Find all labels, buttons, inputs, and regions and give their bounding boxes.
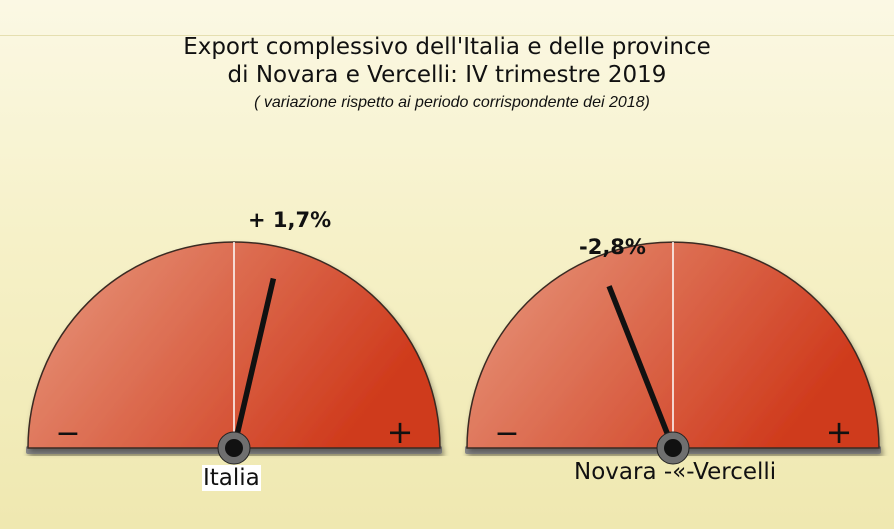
gauge-novara-vercelli: − +: [465, 241, 881, 465]
gauge-italia-hub-inner: [225, 439, 243, 457]
gauge-novara-vercelli-value-label: -2,8%: [579, 235, 646, 259]
gauge-italia: − +: [26, 241, 442, 465]
gauge-italia-plus-symbol: +: [387, 413, 414, 451]
gauge-italia-name: Italia: [202, 465, 261, 491]
gauge-italia-minus-symbol: −: [55, 416, 80, 451]
gauge-novara-vercelli-minus-symbol: −: [494, 416, 519, 451]
chart-title-line1: Export complessivo dell'Italia e delle p…: [183, 34, 711, 60]
gauge-novara-vercelli-needle: [606, 285, 676, 450]
chart-subtitle: ( variazione rispetto ai periodo corrisp…: [254, 94, 650, 111]
gauge-novara-vercelli-name: Novara -«-Vercelli: [574, 459, 777, 485]
chart-title-line2: di Novara e Vercelli: IV trimestre 2019: [227, 62, 667, 88]
gauge-italia-needle: [231, 277, 277, 449]
gauge-novara-vercelli-plus-symbol: +: [826, 413, 853, 451]
gauge-italia-value-label: + 1,7%: [248, 208, 332, 232]
gauge-novara-vercelli-hub-inner: [664, 439, 682, 457]
top-divider: [0, 35, 894, 36]
